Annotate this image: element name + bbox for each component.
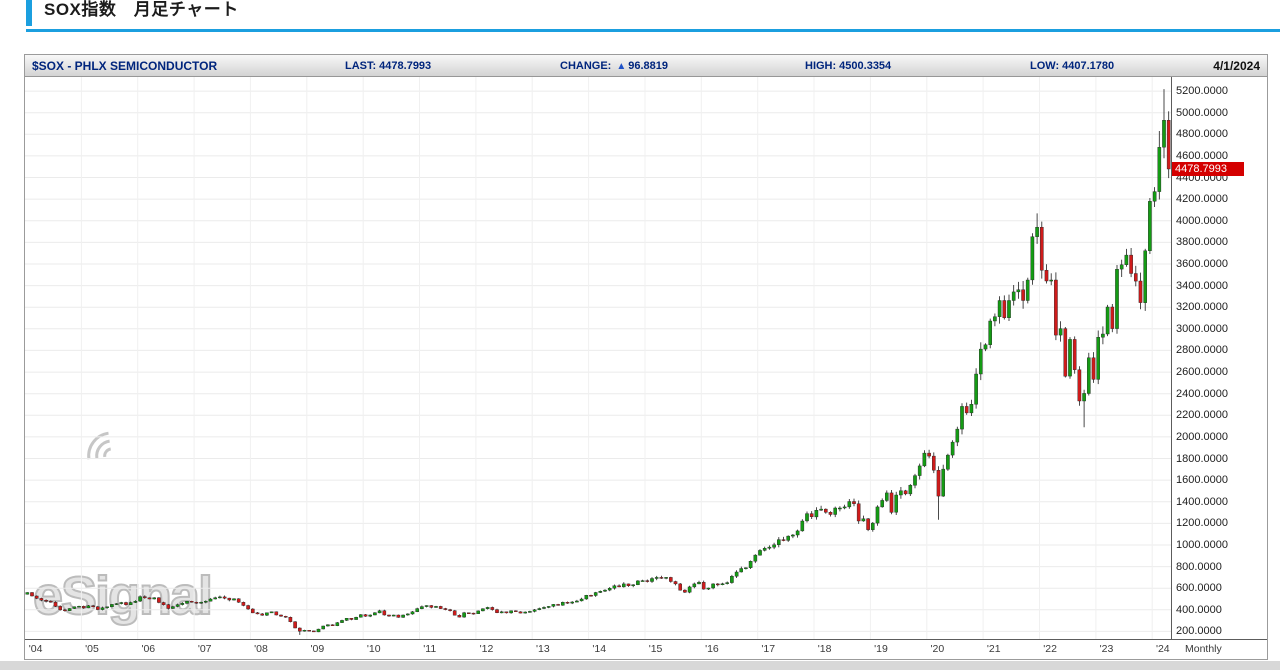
- change-up-arrow-icon: ▲: [616, 61, 627, 72]
- last-value: 4478.7993: [379, 60, 432, 72]
- high-label: HIGH:: [805, 60, 837, 72]
- chart-widget: $SOX - PHLX SEMICONDUCTOR LAST: 4478.7993…: [24, 54, 1268, 660]
- bottom-strip: [0, 661, 1280, 670]
- price-tick-label: 1600.0000: [1176, 474, 1228, 487]
- year-tick-label: '23: [1099, 643, 1114, 655]
- price-tick-label: 800.0000: [1176, 560, 1222, 573]
- change-label: CHANGE:: [560, 60, 612, 72]
- price-tick-label: 3000.0000: [1176, 322, 1228, 335]
- price-tick-label: 4800.0000: [1176, 128, 1228, 141]
- year-tick-label: '12: [479, 643, 494, 655]
- year-tick-label: '05: [85, 643, 99, 655]
- interval-label: Monthly: [1185, 643, 1222, 655]
- high-field: HIGH: 4500.3354: [805, 60, 891, 72]
- year-tick-label: '15: [648, 643, 663, 655]
- last-label: LAST:: [345, 60, 377, 72]
- time-axis[interactable]: '04 '05 '06 '07 '08 '09 '10 '11 '12 '13 '14 '15 '16 '…: [25, 640, 1171, 659]
- year-tick-label: '16: [705, 643, 719, 655]
- price-tick-label: 3800.0000: [1176, 236, 1228, 249]
- last-field: LAST: 4478.7993: [345, 60, 431, 72]
- year-tick-label: '04: [28, 643, 43, 655]
- candlestick-chart[interactable]: [25, 77, 1171, 639]
- time-axis-row: '04 '05 '06 '07 '08 '09 '10 '11 '12 '13 '14 '15 '16 '…: [25, 639, 1267, 659]
- year-tick-label: '11: [423, 643, 437, 655]
- chart-area: eSignal 4478.7993 200.0000 400.0000 600.00…: [25, 77, 1267, 639]
- esignal-logo-arcs-icon: [87, 432, 112, 460]
- price-tick-label: 4000.0000: [1176, 214, 1228, 227]
- year-tick-label: '06: [141, 643, 156, 655]
- price-tick-label: 3200.0000: [1176, 301, 1228, 314]
- year-tick-label: '18: [817, 643, 832, 655]
- high-value: 4500.3354: [839, 60, 892, 72]
- year-tick-label: '19: [874, 643, 888, 655]
- price-tick-label: 400.0000: [1176, 603, 1222, 616]
- price-tick-label: 5200.0000: [1176, 85, 1228, 98]
- title-underline: [26, 29, 1280, 32]
- price-tick-label: 1000.0000: [1176, 538, 1228, 551]
- price-tick-label: 1400.0000: [1176, 495, 1228, 508]
- esignal-watermark-text: eSignal: [32, 565, 214, 627]
- year-tick-label: '24: [1155, 643, 1170, 655]
- quote-bar: $SOX - PHLX SEMICONDUCTOR LAST: 4478.7993…: [25, 55, 1267, 77]
- low-label: LOW:: [1030, 60, 1060, 72]
- price-tick-label: 200.0000: [1176, 625, 1222, 638]
- bar-date: 4/1/2024: [1213, 59, 1260, 73]
- price-tick-label: 3400.0000: [1176, 279, 1228, 292]
- year-tick-label: '13: [535, 643, 550, 655]
- price-tick-label: 5000.0000: [1176, 106, 1228, 119]
- low-value: 4407.1780: [1062, 60, 1115, 72]
- year-tick-label: '14: [592, 643, 607, 655]
- price-axis[interactable]: 4478.7993 200.0000 400.0000 600.0000 800.00…: [1171, 77, 1267, 639]
- price-tick-label: 1200.0000: [1176, 517, 1228, 530]
- price-tick-label: 4200.0000: [1176, 193, 1228, 206]
- year-tick-label: '10: [366, 643, 381, 655]
- year-tick-label: '17: [761, 643, 776, 655]
- price-tick-label: 3600.0000: [1176, 257, 1228, 270]
- price-tick-label: 1800.0000: [1176, 452, 1228, 465]
- price-tick-label: 2600.0000: [1176, 366, 1228, 379]
- year-tick-label: '22: [1043, 643, 1057, 655]
- change-value: 96.8819: [628, 60, 669, 72]
- symbol-label: $SOX - PHLX SEMICONDUCTOR: [32, 59, 218, 73]
- page-title: SOX指数 月足チャート: [44, 0, 239, 19]
- change-field: CHANGE: ▲ 96.8819: [560, 60, 668, 72]
- year-tick-label: '07: [197, 643, 212, 655]
- last-price-tag: 4478.7993: [1172, 161, 1244, 176]
- title-accent-bar: [26, 0, 32, 26]
- price-tick-label: 2400.0000: [1176, 387, 1228, 400]
- page-title-row: SOX指数 月足チャート: [26, 0, 239, 26]
- year-tick-label: '21: [986, 643, 1001, 655]
- price-tick-label: 4600.0000: [1176, 149, 1228, 162]
- year-tick-label: '20: [930, 643, 945, 655]
- esignal-watermark: eSignal: [32, 432, 214, 627]
- low-field: LOW: 4407.1780: [1030, 60, 1114, 72]
- price-tick-label: 2200.0000: [1176, 409, 1228, 422]
- year-tick-label: '09: [310, 643, 325, 655]
- price-tick-label: 2000.0000: [1176, 430, 1228, 443]
- price-tick-label: 600.0000: [1176, 582, 1222, 595]
- year-tick-label: '08: [254, 643, 268, 655]
- chart-plot[interactable]: eSignal: [25, 77, 1171, 639]
- price-tick-label: 2800.0000: [1176, 344, 1228, 357]
